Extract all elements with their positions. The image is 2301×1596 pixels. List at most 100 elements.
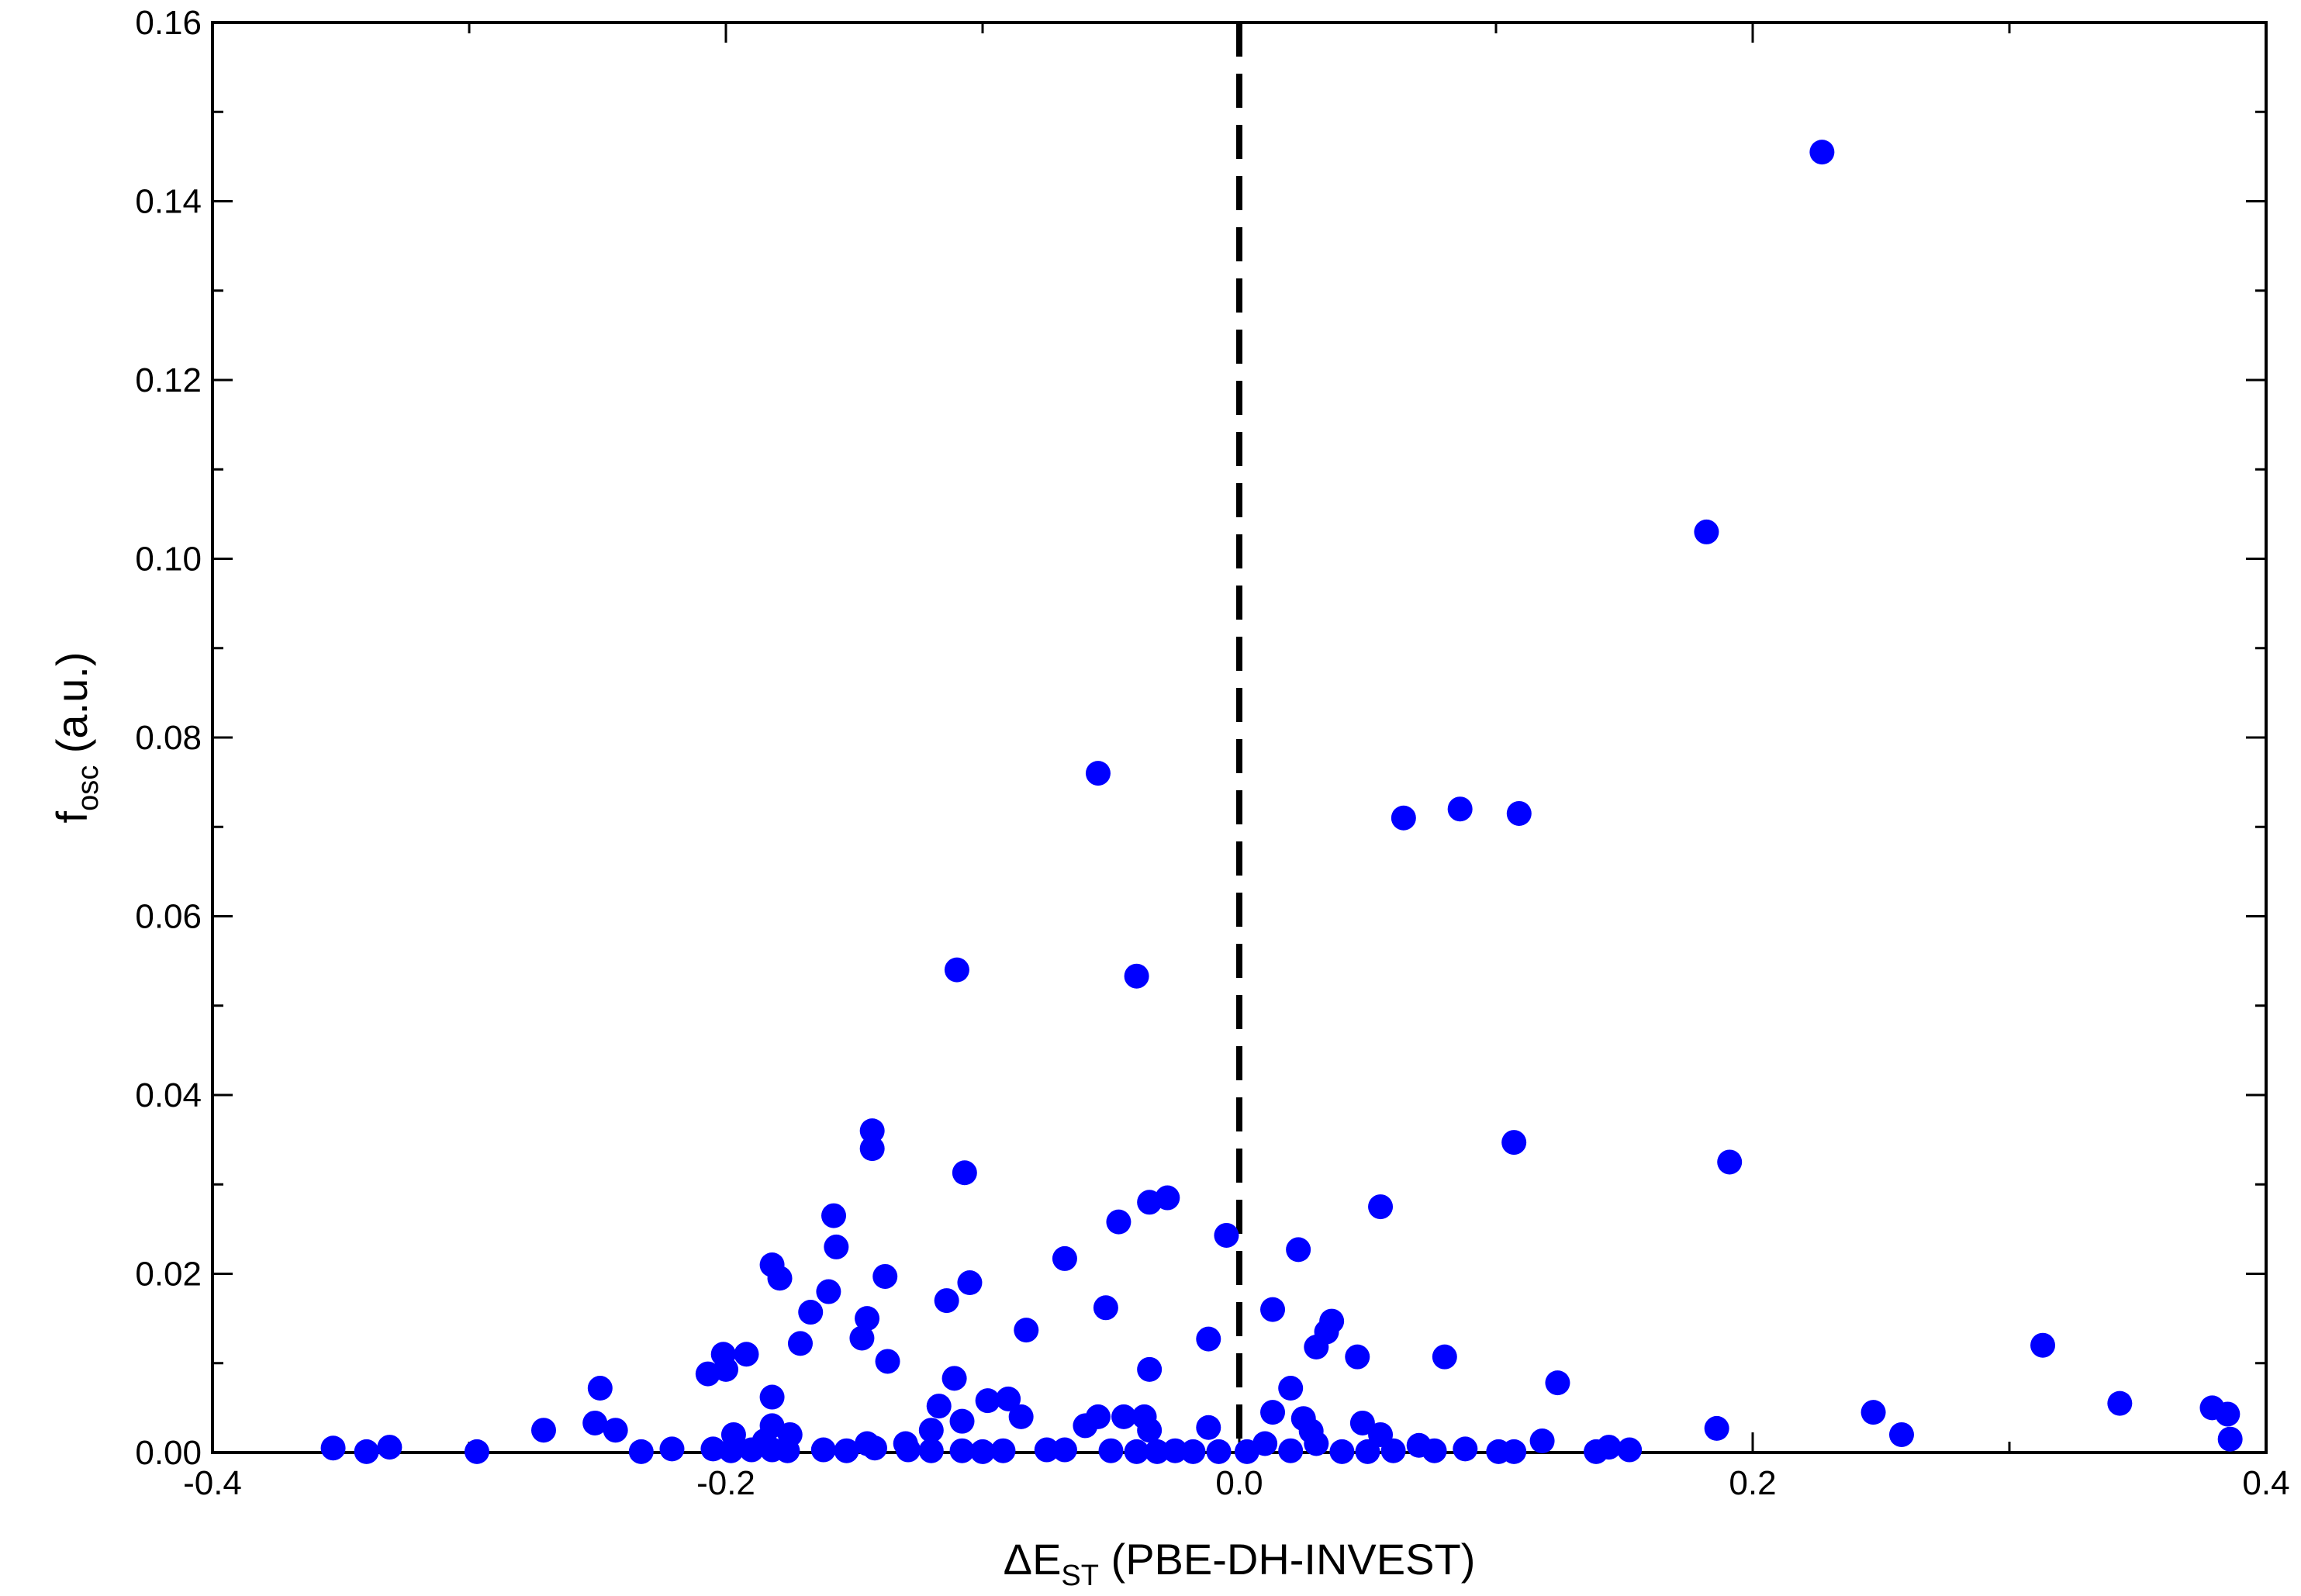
data-point xyxy=(2217,1426,2243,1452)
data-point xyxy=(775,1438,800,1463)
data-point xyxy=(824,1234,849,1259)
x-axis-title-rest: (PBE-DH-INVEST) xyxy=(1099,1535,1475,1584)
data-point xyxy=(2215,1401,2241,1427)
x-tick-label: 0.4 xyxy=(2242,1464,2289,1502)
y-tick-label: 0.14 xyxy=(135,183,202,221)
data-point xyxy=(759,1384,785,1410)
data-point xyxy=(1329,1439,1355,1464)
data-point xyxy=(1052,1437,1077,1463)
data-point xyxy=(859,1136,885,1162)
data-point xyxy=(1124,963,1149,989)
data-point xyxy=(1234,1439,1259,1464)
data-point xyxy=(530,1418,556,1443)
data-point xyxy=(855,1306,880,1332)
data-point xyxy=(934,1288,959,1314)
data-point xyxy=(1432,1344,1457,1370)
data-point xyxy=(970,1439,995,1464)
data-point xyxy=(628,1439,654,1464)
data-point xyxy=(949,1438,975,1463)
y-tick-label: 0.10 xyxy=(135,541,202,579)
axis-tick-labels: -0.4 -0.2 0.0 0.2 0.4 0.00 0.02 0.04 0.06 0.08 0.1… xyxy=(135,4,2289,1502)
x-tick-label: -0.2 xyxy=(696,1464,755,1502)
data-point xyxy=(1052,1245,1077,1271)
data-point xyxy=(1501,1439,1527,1464)
data-point xyxy=(1286,1237,1311,1263)
data-point xyxy=(1422,1438,1447,1463)
data-point xyxy=(1617,1437,1643,1463)
data-point xyxy=(1304,1431,1329,1456)
data-point xyxy=(320,1435,346,1461)
data-point xyxy=(1529,1428,1555,1454)
data-point xyxy=(1278,1438,1304,1463)
data-points xyxy=(320,140,2243,1464)
data-point xyxy=(377,1435,403,1460)
y-tick-label: 0.12 xyxy=(135,361,202,399)
data-point xyxy=(1085,761,1111,786)
data-point xyxy=(834,1438,859,1463)
data-point xyxy=(952,1160,977,1186)
data-point xyxy=(1368,1194,1394,1220)
data-point xyxy=(1014,1318,1039,1343)
data-point xyxy=(1137,1418,1163,1443)
data-point xyxy=(1717,1149,1743,1175)
data-point xyxy=(582,1410,608,1435)
data-point xyxy=(1506,800,1532,826)
data-point xyxy=(821,1203,847,1228)
data-point xyxy=(918,1438,944,1463)
data-point xyxy=(1098,1438,1124,1463)
data-point xyxy=(1380,1438,1406,1463)
data-point xyxy=(859,1118,885,1144)
data-point xyxy=(1145,1439,1170,1464)
data-point xyxy=(1137,1356,1163,1382)
data-point xyxy=(926,1394,952,1419)
data-point xyxy=(700,1436,726,1462)
data-point xyxy=(1349,1410,1375,1435)
data-point xyxy=(1260,1400,1286,1425)
data-point xyxy=(603,1418,628,1443)
data-point xyxy=(354,1439,379,1464)
data-point xyxy=(1888,1422,1914,1447)
data-point xyxy=(1391,805,1416,831)
data-point xyxy=(1196,1326,1221,1352)
data-point xyxy=(957,1270,983,1296)
data-point xyxy=(1034,1437,1059,1463)
data-point xyxy=(872,1263,898,1289)
y-tick-label: 0.08 xyxy=(135,719,202,757)
data-point xyxy=(1008,1404,1034,1429)
data-point xyxy=(718,1438,744,1463)
data-point xyxy=(787,1331,813,1356)
data-point xyxy=(1093,1295,1118,1321)
x-axis-title-subscript: ST xyxy=(1061,1560,1099,1592)
data-point xyxy=(941,1366,967,1391)
y-tick-label: 0.16 xyxy=(135,4,202,42)
x-axis-title: ΔEST (PBE-DH-INVEST) xyxy=(1004,1535,1476,1592)
data-point xyxy=(2107,1390,2133,1416)
data-point xyxy=(896,1437,921,1463)
data-point xyxy=(849,1325,875,1351)
data-point xyxy=(739,1437,765,1463)
data-point xyxy=(1355,1439,1380,1464)
data-point xyxy=(810,1437,836,1463)
y-axis-title-subscript: osc xyxy=(72,765,105,811)
data-point xyxy=(990,1438,1016,1463)
data-point xyxy=(1196,1415,1221,1440)
data-point xyxy=(1596,1435,1622,1460)
data-point xyxy=(1260,1297,1286,1322)
data-point xyxy=(695,1361,720,1387)
data-point xyxy=(975,1388,1000,1414)
x-tick-label: 0.0 xyxy=(1215,1464,1263,1502)
data-point xyxy=(1106,1209,1131,1235)
data-point xyxy=(1111,1404,1137,1429)
data-point xyxy=(659,1436,685,1462)
data-point xyxy=(1694,519,1719,544)
data-point xyxy=(1214,1222,1239,1248)
data-point xyxy=(734,1342,759,1367)
data-point xyxy=(1809,140,1835,165)
data-point xyxy=(1180,1439,1206,1464)
data-point xyxy=(944,957,969,983)
data-point xyxy=(1304,1335,1329,1360)
x-tick-label: -0.4 xyxy=(183,1464,242,1502)
data-point xyxy=(1163,1438,1188,1463)
data-point xyxy=(1137,1190,1163,1215)
data-point xyxy=(587,1376,613,1401)
